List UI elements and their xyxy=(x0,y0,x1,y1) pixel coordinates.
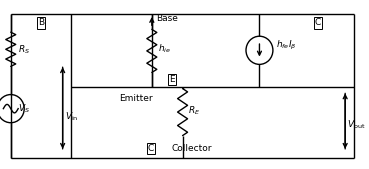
Text: $V_{\mathrm{out}}$: $V_{\mathrm{out}}$ xyxy=(347,118,366,131)
Text: $R_E$: $R_E$ xyxy=(188,105,201,117)
Text: Base: Base xyxy=(156,14,178,23)
Text: B: B xyxy=(38,18,44,27)
Text: C: C xyxy=(315,18,321,27)
Text: E: E xyxy=(169,75,175,84)
Text: $V_S$: $V_S$ xyxy=(18,102,30,115)
Text: Collector: Collector xyxy=(171,144,211,153)
Text: C: C xyxy=(148,144,154,153)
Text: $R_S$: $R_S$ xyxy=(18,43,30,56)
Text: Emitter: Emitter xyxy=(119,94,153,103)
Text: $V_{\mathrm{in}}$: $V_{\mathrm{in}}$ xyxy=(65,110,78,123)
Text: $h_{ie}$: $h_{ie}$ xyxy=(158,43,171,55)
Text: $h_{fe}I_{\beta}$: $h_{fe}I_{\beta}$ xyxy=(276,39,296,52)
